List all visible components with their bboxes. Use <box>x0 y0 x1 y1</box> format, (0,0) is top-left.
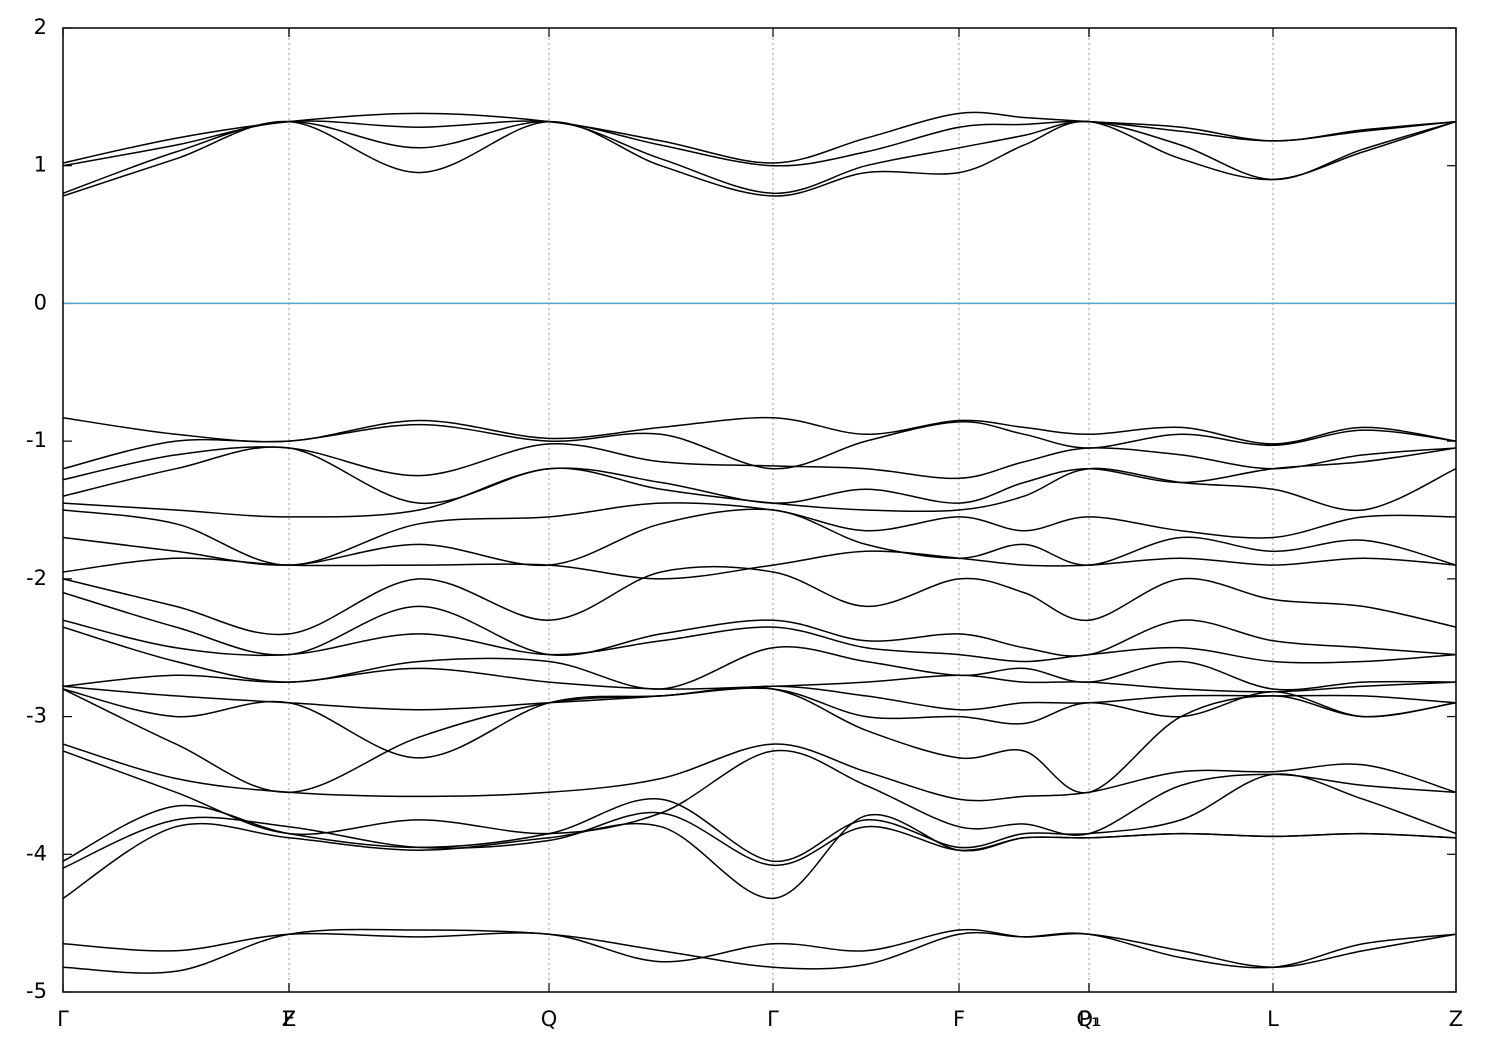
x-tick-label: Q <box>541 1007 558 1031</box>
band-line <box>63 811 1456 869</box>
band-line <box>63 667 1456 693</box>
y-tick-label: -2 <box>26 566 47 590</box>
band-line <box>63 502 1456 566</box>
x-tick-label: F <box>283 1007 295 1031</box>
x-tick-label: L <box>1267 1007 1279 1031</box>
band-line <box>63 508 1456 567</box>
band-line <box>63 813 1456 900</box>
band-line <box>63 120 1456 167</box>
band-line <box>63 685 1456 711</box>
band-line <box>63 550 1456 580</box>
band-line <box>63 111 1456 164</box>
band-line <box>63 120 1456 197</box>
band-line <box>63 743 1456 802</box>
x-tick-label: F <box>953 1007 965 1031</box>
x-tick-label: Q₁ <box>1077 1007 1102 1031</box>
band-line <box>63 416 1456 445</box>
band-line <box>63 120 1456 195</box>
band-line <box>63 442 1456 481</box>
band-line <box>63 928 1456 968</box>
x-tick-label: Z <box>282 1007 296 1031</box>
band-line <box>63 773 1456 862</box>
x-tick-label: Γ <box>57 1007 69 1031</box>
band-line <box>63 446 1456 504</box>
bands <box>63 111 1456 974</box>
band-line <box>63 619 1456 664</box>
band-line <box>63 566 1456 636</box>
band-line <box>63 928 1456 974</box>
x-tick-label: Γ <box>767 1007 779 1031</box>
band-line <box>63 467 1456 518</box>
x-tick-label: Z <box>1449 1007 1463 1031</box>
y-tick-label: -1 <box>26 428 47 452</box>
plot-frame <box>62 27 1457 993</box>
band-line <box>63 749 1456 836</box>
band-line <box>63 421 1456 470</box>
y-tick-label: -4 <box>26 841 47 865</box>
y-tick-label: 1 <box>34 153 47 177</box>
band-line <box>63 686 1456 794</box>
band-line <box>63 687 1456 759</box>
y-tick-label: 2 <box>34 15 47 39</box>
band-line <box>63 591 1456 657</box>
y-tick-label: -3 <box>26 704 47 728</box>
x-tick-label: P₁ <box>1078 1007 1099 1031</box>
y-tick-label: 0 <box>34 290 47 314</box>
y-tick-label: -5 <box>26 979 47 1003</box>
